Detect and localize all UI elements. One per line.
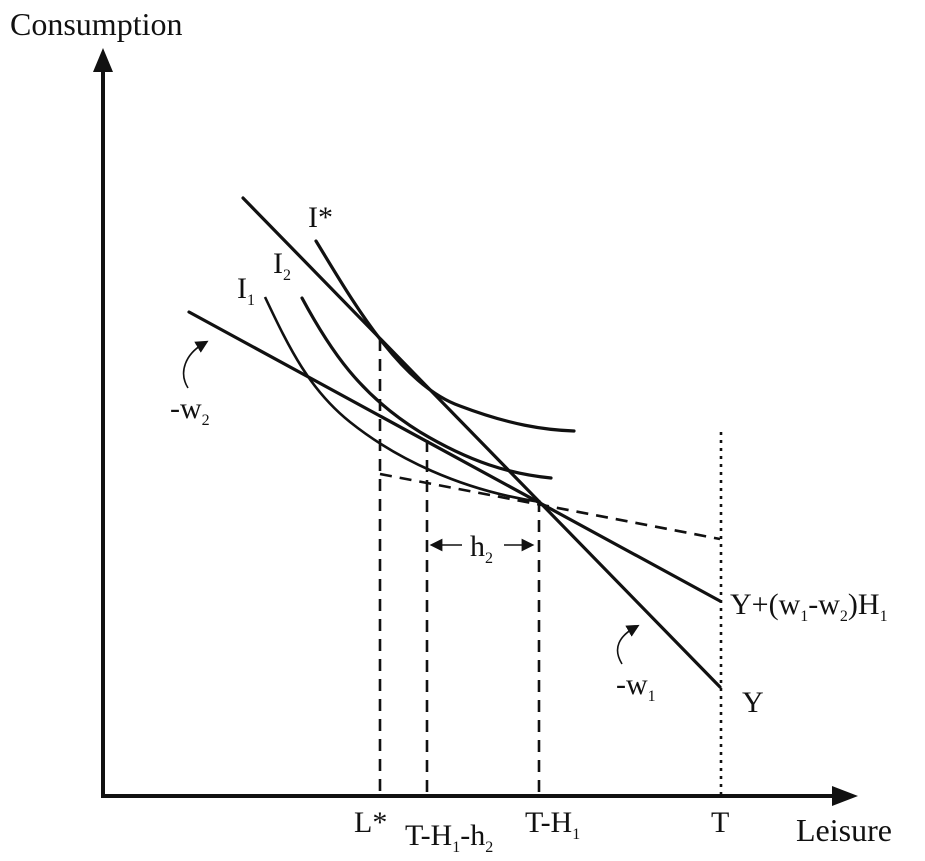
indifference-curve-i-star xyxy=(314,239,576,433)
tick-l-star: L* xyxy=(354,806,387,839)
label-h2: h2 xyxy=(470,530,493,567)
y-axis-arrow xyxy=(93,48,113,72)
tick-t-h1-h2: T-H1-h2 xyxy=(405,819,493,856)
label-i2: I2 xyxy=(273,247,291,284)
x-axis-title: Leisure xyxy=(796,812,892,848)
budget-line-w1 xyxy=(241,196,722,689)
budget-line-w2 xyxy=(187,310,722,603)
label-y: Y xyxy=(742,686,764,719)
y-axis-title: Consumption xyxy=(10,6,182,42)
label-i-star: I* xyxy=(308,201,333,234)
w1-pointer-arrow xyxy=(616,624,640,665)
label-minus-w1: -w1 xyxy=(616,668,656,705)
label-i1: I1 xyxy=(237,272,255,309)
x-axis-arrow xyxy=(832,786,858,806)
w2-pointer-arrow xyxy=(182,340,209,389)
indifference-curve-i2 xyxy=(300,296,553,480)
tick-t: T xyxy=(711,806,729,839)
label-y-plus-wage-gap: Y+(w1-w2)H1 xyxy=(730,588,888,625)
tick-t-h1: T-H1 xyxy=(525,806,580,843)
dashed-budget-line xyxy=(379,472,721,541)
indifference-curve-i1 xyxy=(263,296,541,504)
label-minus-w2: -w2 xyxy=(170,392,210,429)
